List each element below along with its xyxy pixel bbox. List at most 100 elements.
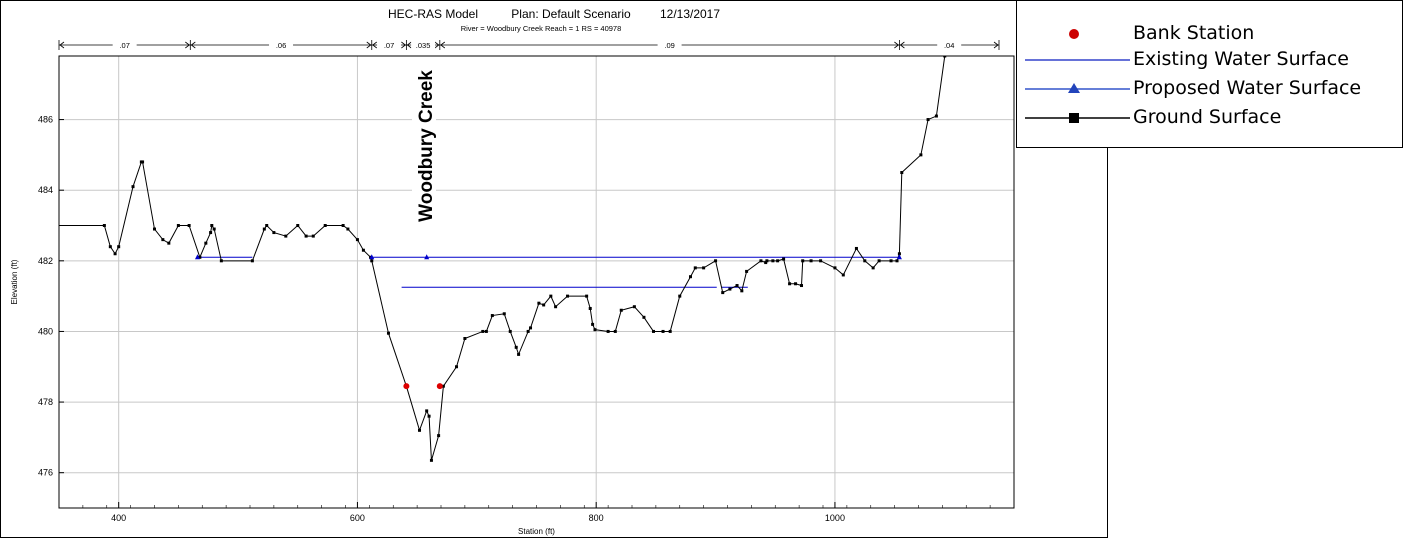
- ground-surface-point: [542, 303, 546, 307]
- ground-surface-point: [863, 259, 867, 263]
- ground-surface-point: [161, 238, 165, 242]
- ground-surface-point: [728, 287, 732, 291]
- ground-surface-point: [566, 294, 570, 298]
- ground-surface-point: [740, 289, 744, 293]
- existing-water-surface-swatch: [1025, 59, 1130, 61]
- ground-surface-point: [113, 252, 117, 256]
- ground-surface-point: [745, 269, 749, 273]
- proposed-water-surface-point: [194, 254, 200, 260]
- y-tick-label: 482: [38, 256, 53, 266]
- manning-n-label-bg: [937, 40, 962, 50]
- ground-surface-point: [549, 294, 553, 298]
- ground-surface-point: [897, 252, 901, 256]
- ground-surface-point: [265, 224, 269, 227]
- ground-surface-point: [429, 458, 433, 462]
- manning-n-arrow: [190, 41, 196, 49]
- x-tick-label: 600: [350, 513, 365, 523]
- ground-surface-point: [418, 428, 422, 432]
- ground-surface-point: [490, 314, 494, 318]
- ground-surface-point: [355, 238, 359, 242]
- ground-surface-point: [425, 409, 429, 413]
- manning-n-arrow: [899, 41, 905, 49]
- bank-station-swatch: [1069, 29, 1079, 39]
- ground-surface-point: [529, 326, 533, 330]
- ground-surface-point: [284, 234, 288, 238]
- plot-area: [59, 56, 1014, 508]
- ground-surface-point: [481, 329, 485, 333]
- manning-n-arrow: [59, 41, 65, 49]
- ground-surface-point: [167, 241, 171, 245]
- ground-surface-point: [919, 153, 923, 157]
- ground-surface-point: [250, 259, 254, 263]
- ground-surface-point: [386, 331, 390, 335]
- ground-surface-point: [765, 259, 769, 263]
- ground-surface-point: [943, 56, 947, 58]
- ground-surface-point: [833, 266, 837, 270]
- ground-surface-point: [900, 171, 904, 175]
- ground-surface-point: [153, 227, 156, 231]
- ground-surface-point: [437, 434, 441, 438]
- ground-surface-point: [693, 266, 697, 270]
- bank-station-point: [403, 383, 410, 390]
- ground-surface-point: [508, 329, 512, 333]
- ground-surface-point: [688, 275, 692, 279]
- ground-surface-point: [794, 282, 798, 286]
- ground-surface-point: [871, 266, 875, 270]
- ground-surface-point: [502, 312, 506, 316]
- chart-subtitle: River = Woodbury Creek Reach = 1 RS = 40…: [461, 24, 622, 33]
- ground-surface-point: [809, 259, 813, 263]
- ground-surface-point: [441, 384, 445, 388]
- ground-surface-point: [463, 337, 467, 340]
- ground-surface-point: [323, 224, 327, 227]
- proposed-water-surface-point: [896, 254, 902, 260]
- ground-surface-point: [537, 301, 541, 305]
- ground-surface-point: [606, 329, 610, 333]
- ground-surface-point: [212, 227, 216, 231]
- ground-surface-point: [361, 248, 365, 252]
- ground-surface-point: [585, 294, 589, 298]
- manning-n-arrow: [434, 41, 440, 49]
- ground-surface-point: [593, 328, 597, 332]
- manning-n-arrow: [185, 41, 190, 49]
- ground-surface-point: [370, 259, 374, 263]
- ground-surface-point: [788, 282, 792, 286]
- x-tick-label: 800: [589, 513, 604, 523]
- ground-surface-point: [651, 329, 655, 333]
- ground-surface-point: [262, 227, 266, 231]
- ground-surface-point: [272, 231, 276, 235]
- woodbury-creek-annotation: Woodbury Creek: [416, 70, 437, 222]
- ground-surface-point: [714, 259, 718, 263]
- manning-n-label: .09: [664, 41, 674, 50]
- manning-n-label: .07: [384, 41, 394, 50]
- ground-surface-point: [668, 329, 672, 333]
- ground-surface-point: [800, 284, 804, 288]
- ground-surface-point: [934, 114, 938, 118]
- ground-surface-point: [895, 259, 899, 263]
- chart-frame: HEC-RAS Model Plan: Default Scenario 12/13…: [0, 0, 1108, 538]
- ground-surface-swatch: [1025, 113, 1130, 123]
- ground-surface-point: [131, 185, 135, 189]
- ground-surface-point: [735, 284, 739, 288]
- legend-item-proposed-water-surface: Proposed Water Surface: [1017, 73, 1402, 105]
- ground-surface-point: [759, 259, 763, 263]
- ground-surface-point: [341, 224, 345, 227]
- ground-surface-point: [613, 329, 617, 333]
- ground-surface-point: [198, 255, 202, 259]
- legend-label-existing-water-surface: Existing Water Surface: [1133, 48, 1349, 70]
- data-layer: [59, 56, 1014, 462]
- ground-surface-point: [209, 231, 213, 235]
- legend-square-marker: [1069, 113, 1079, 123]
- y-axis-label: Elevation (ft): [10, 259, 19, 304]
- ground-surface-point: [632, 305, 636, 309]
- ground-surface-point: [204, 241, 208, 245]
- ground-surface-point: [588, 306, 592, 310]
- cross-section-chart: HEC-RAS Model Plan: Default Scenario 12/13…: [10, 7, 1015, 536]
- plan-date: 12/13/2017: [660, 7, 720, 21]
- legend-triangle-marker: [1068, 83, 1080, 93]
- manning-n-label-bg: [657, 40, 682, 50]
- bank-station-point: [436, 383, 443, 390]
- ground-surface-point: [304, 234, 308, 238]
- manning-n-arrow: [440, 41, 446, 49]
- plot-border: [58, 55, 1015, 509]
- manning-n-label: .035: [416, 41, 431, 50]
